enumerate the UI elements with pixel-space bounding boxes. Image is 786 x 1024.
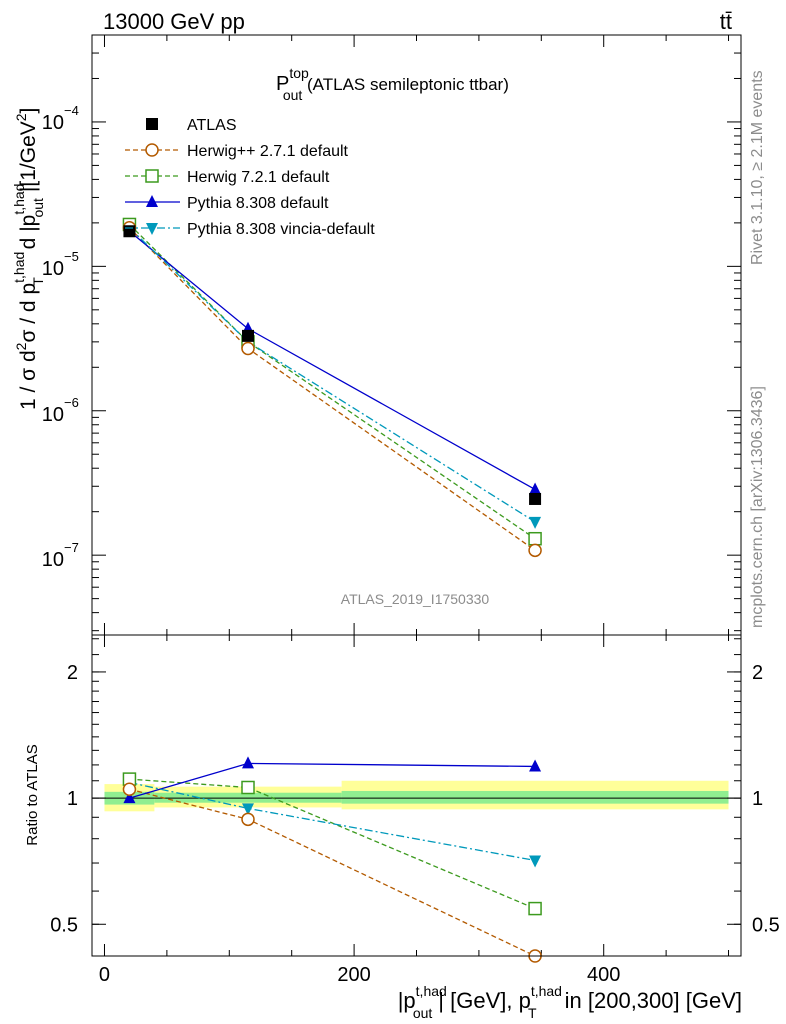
xtick-label: 200: [337, 964, 370, 986]
mcplots-label: mcplots.cern.ch [arXiv:1306.3436]: [749, 386, 766, 628]
ratio-point-herwig7: [241, 780, 255, 795]
series-line-herwig_pp: [128, 227, 536, 551]
svg-text:10: 10: [42, 404, 64, 426]
ratio-point-pythia: [529, 759, 542, 772]
ratio-ytick-label: 0.5: [50, 914, 78, 936]
legend-marker-herwig_pp: [145, 143, 159, 157]
data-point-vincia: [529, 516, 542, 529]
svg-text:−7: −7: [64, 540, 79, 555]
legend-marker-vincia: [146, 223, 158, 235]
band-inner-2: [341, 790, 729, 804]
main-ylabel: 1 / σ d2σ / d pt,had T d |pt,had out|[1/Ge…: [11, 108, 46, 410]
main-panel: 10 −7 10 −6 10 −5 10 −4 Ptop out (ATLAS s…: [11, 34, 742, 636]
data-point-atlas: [529, 492, 542, 505]
ytick-label-1e-7: 10 −7: [42, 540, 79, 571]
main-axis-ticks: [92, 34, 741, 635]
series-line-pythia: [129, 230, 536, 491]
legend-label-herwig_pp: Herwig++ 2.7.1 default: [187, 143, 349, 160]
data-point-herwig7: [528, 531, 542, 546]
ratio-ytick-label-right: 1: [752, 788, 763, 810]
ratio-ytick-label: 2: [67, 662, 78, 684]
data-point-pythia: [529, 482, 542, 495]
data-point-herwig_pp: [241, 341, 255, 356]
ytick-label-1e-6: 10 −6: [42, 395, 79, 426]
xtick-label: 400: [587, 964, 620, 986]
svg-text:−4: −4: [64, 103, 79, 118]
ratio-ytick-label-right: 0.5: [752, 914, 780, 936]
ratio-point-herwig_pp: [122, 782, 137, 796]
svg-text:10: 10: [42, 112, 64, 134]
ratio-uncertainty-bands: [104, 780, 729, 812]
plot-title: Ptop out (ATLAS semileptonic ttbar): [276, 65, 509, 103]
series-line-herwig7: [128, 224, 536, 540]
ytick-label-1e-4: 10 −4: [42, 103, 79, 134]
ratio-xtick-labels: 0 200 400: [99, 964, 620, 986]
data-point-atlas: [242, 329, 255, 342]
ratio-point-vincia: [242, 803, 255, 816]
analysis-watermark: ATLAS_2019_I1750330: [341, 591, 490, 607]
data-point-atlas: [123, 225, 136, 238]
ratio-ytick-label-right: 2: [752, 662, 763, 684]
rivet-label: Rivet 3.1.10, ≥ 2.1M events: [749, 70, 766, 265]
legend-label-pythia: Pythia 8.308 default: [187, 195, 329, 212]
ratio-series-layer: [122, 756, 542, 963]
legend-label-herwig7: Herwig 7.2.1 default: [187, 169, 330, 186]
ratio-frame: [91, 634, 742, 957]
legend: ATLAS Herwig++ 2.7.1 default Herwig 7.2.1 …: [125, 117, 375, 238]
xtick-label: 0: [99, 964, 110, 986]
ratio-axis-ticks: [92, 635, 741, 956]
ratio-panel: 0.5 0.5 1 1 2 2 0 200 400 Ratio to ATLAS |pt,ha…: [24, 634, 780, 1021]
ratio-line-vincia: [129, 781, 536, 862]
energy-label: 13000 GeV pp: [103, 9, 245, 34]
ratio-point-pythia: [123, 791, 136, 804]
legend-marker-pythia: [146, 195, 158, 207]
svg-text:10: 10: [42, 549, 64, 571]
ratio-point-herwig7: [528, 901, 542, 916]
ratio-point-pythia: [242, 756, 255, 769]
ratio-ylabel: Ratio to ATLAS: [24, 744, 41, 845]
ratio-xlabel: |pt,had out | [GeV], pt,had T in [200,300] …: [398, 983, 742, 1021]
ratio-point-herwig_pp: [241, 812, 255, 827]
data-point-herwig_pp: [528, 543, 542, 558]
main-series-layer: [122, 217, 542, 558]
svg-text:10: 10: [42, 258, 64, 280]
ratio-ytick-labels: 0.5 0.5 1 1 2 2: [50, 662, 780, 936]
legend-label-atlas: ATLAS: [187, 117, 237, 134]
series-line-vincia: [128, 227, 536, 523]
ratio-line-herwig_pp: [129, 788, 536, 957]
process-label: tt̄: [720, 9, 732, 34]
svg-text:−6: −6: [64, 395, 79, 410]
ytick-label-1e-5: 10 −5: [42, 249, 79, 280]
main-ytick-labels: 10 −7 10 −6 10 −5 10 −4: [42, 103, 79, 571]
ratio-point-vincia: [529, 855, 542, 868]
svg-text:−5: −5: [64, 249, 79, 264]
legend-marker-herwig7: [145, 169, 159, 183]
legend-label-vincia: Pythia 8.308 vincia-default: [187, 221, 375, 238]
ratio-ytick-label: 1: [67, 788, 78, 810]
legend-marker-atlas: [146, 118, 158, 130]
